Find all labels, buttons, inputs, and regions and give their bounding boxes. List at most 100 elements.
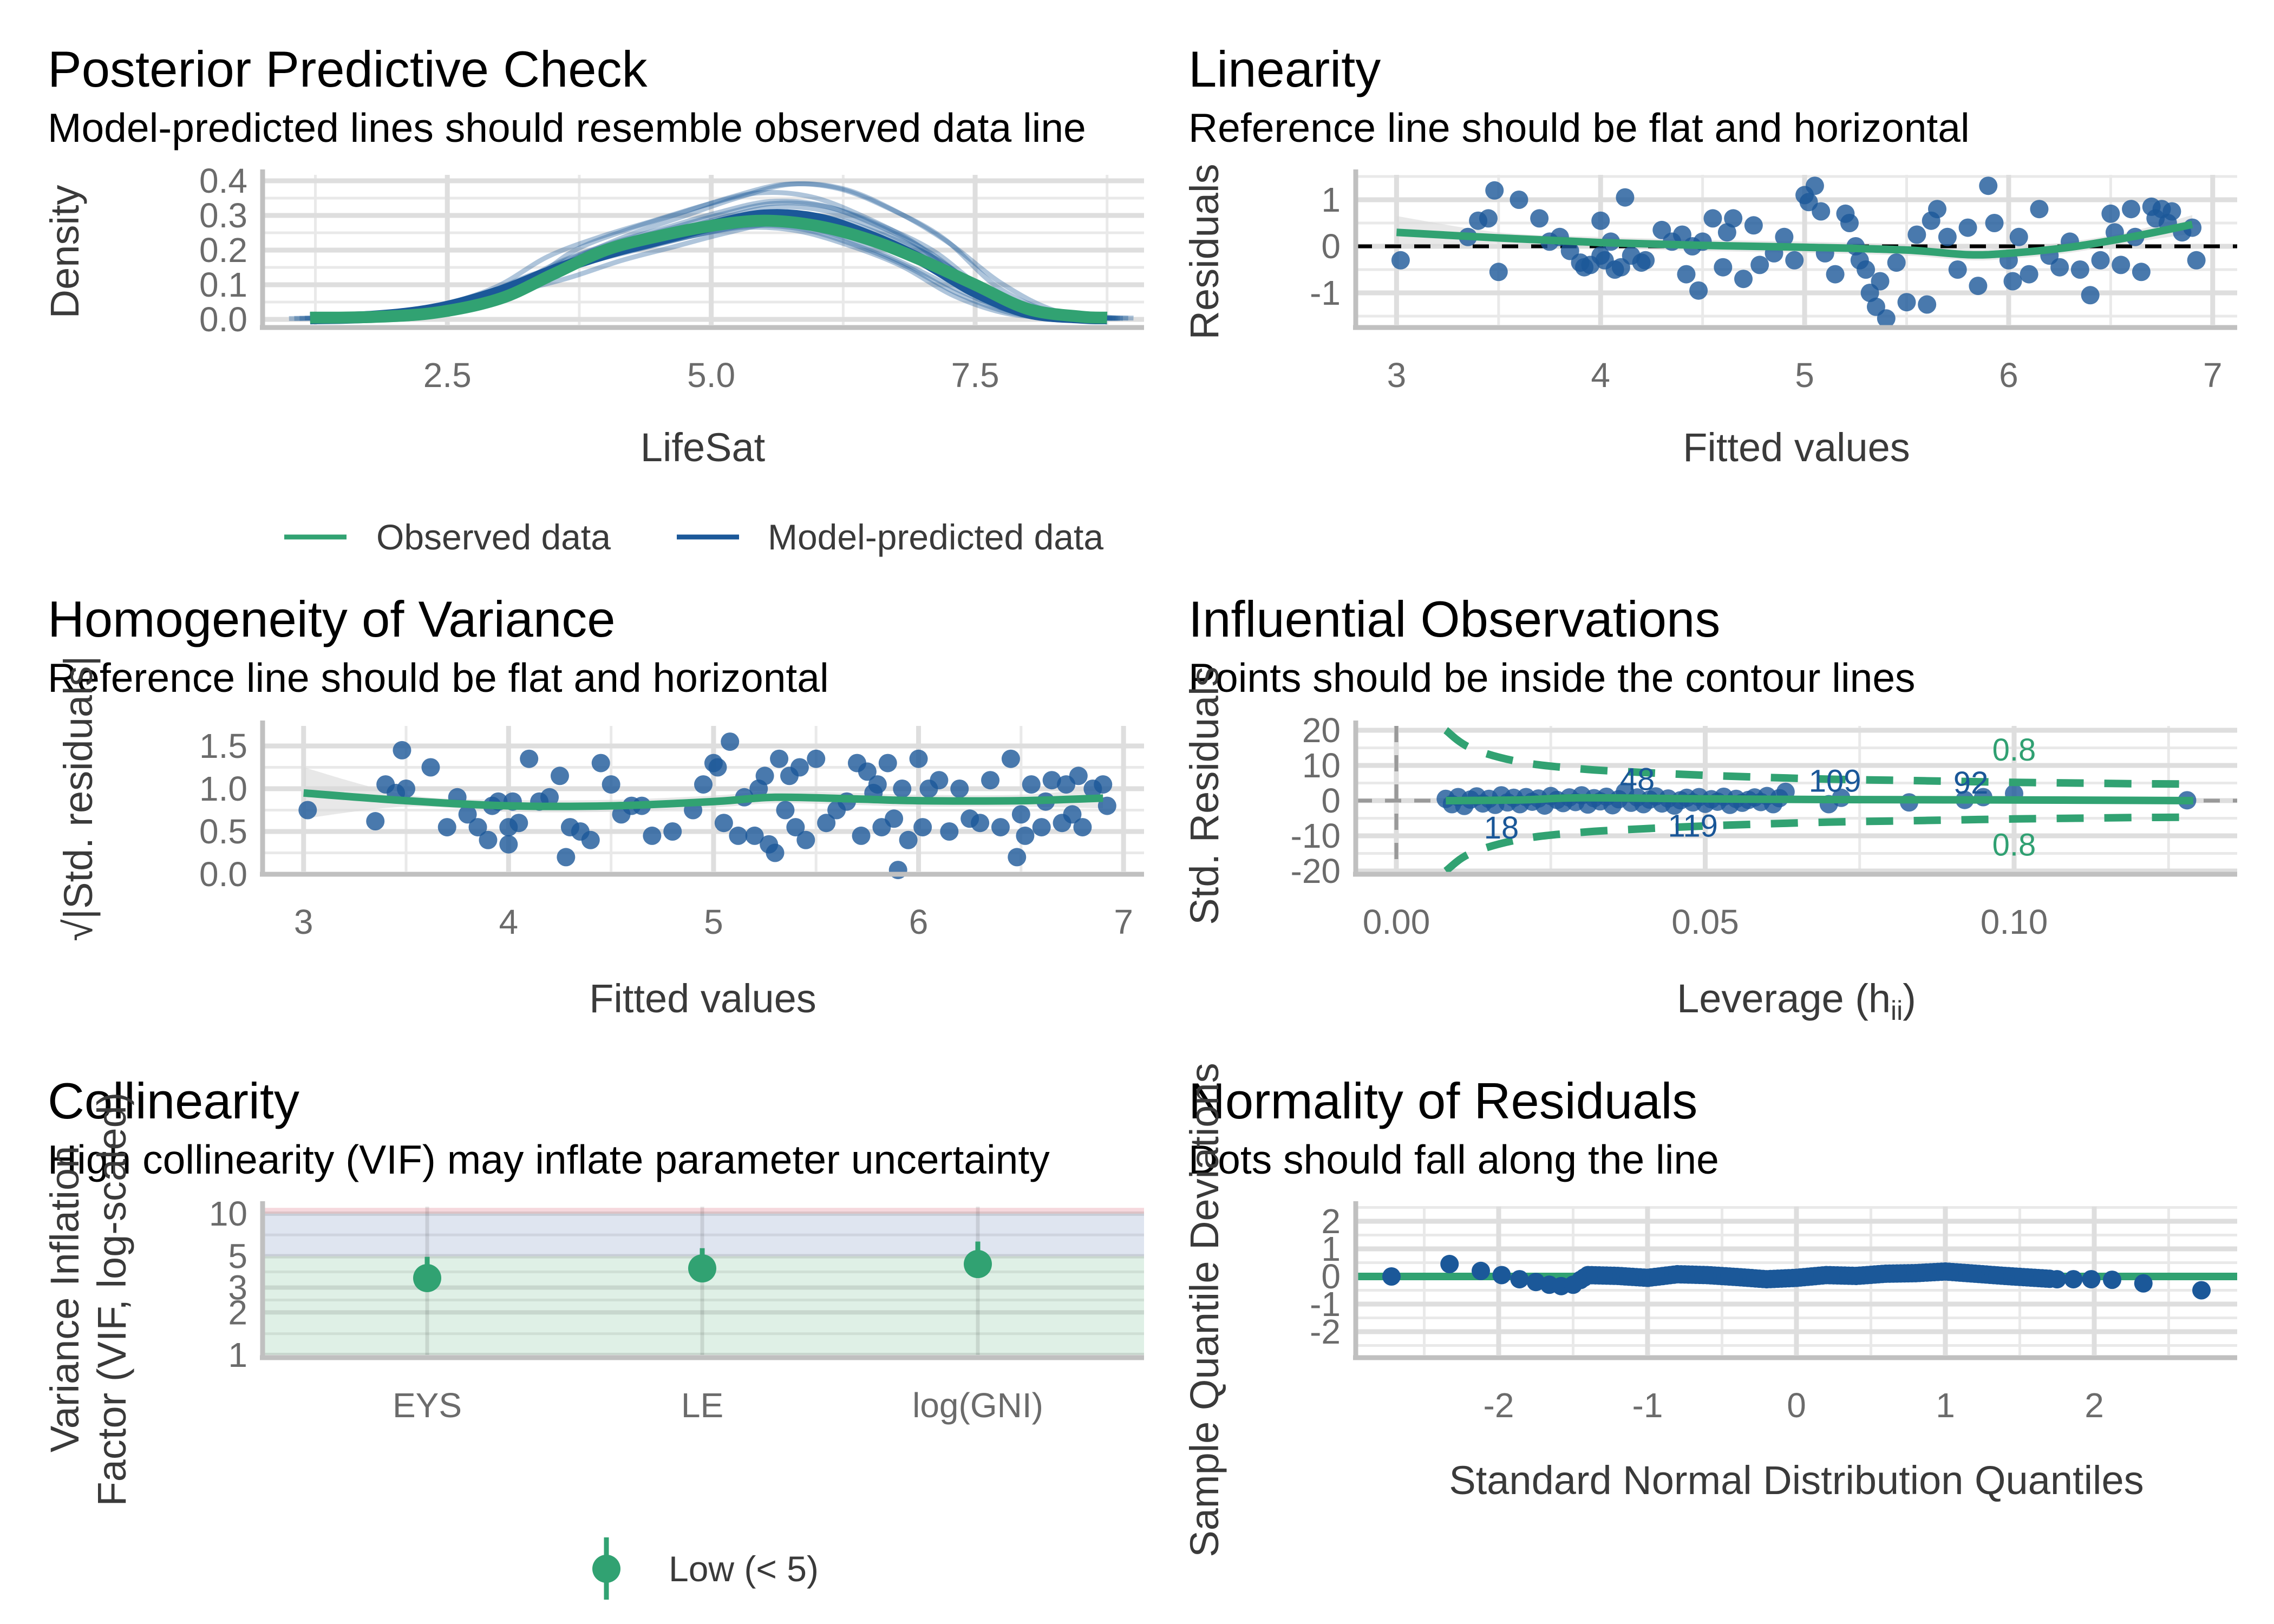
data-points (1382, 1255, 2211, 1300)
data-point (790, 758, 809, 777)
vif-point (688, 1254, 716, 1283)
data-point (1382, 1267, 1401, 1286)
data-point (1472, 1261, 1490, 1280)
x-tick-label: 7 (1114, 902, 1133, 941)
data-point (1714, 258, 1733, 277)
x-axis-label-subscript: ii (1891, 996, 1903, 1026)
y-tick-label: 3 (228, 1268, 247, 1307)
data-point (909, 749, 928, 768)
x-tick-label: 2.5 (423, 356, 472, 395)
x-tick-label: log(GNI) (912, 1386, 1043, 1425)
data-point (1750, 256, 1769, 274)
data-point (1073, 818, 1092, 837)
x-axis-label: Standard Normal Distribution Quantiles (1449, 1458, 2144, 1503)
data-point (1734, 270, 1753, 289)
data-point (1636, 251, 1655, 270)
y-tick-label: 2 (228, 1293, 247, 1332)
x-axis-label: Leverage (hii) (1677, 976, 1916, 1026)
data-point (1871, 272, 1890, 291)
x-tick-label: 6 (909, 902, 929, 941)
data-point (817, 814, 836, 833)
data-point (1703, 209, 1722, 228)
data-point (520, 749, 539, 768)
data-point (1948, 260, 1967, 279)
x-tick-label: 0 (1787, 1386, 1806, 1425)
data-point (852, 826, 871, 845)
y-tick-label: 1.0 (199, 769, 247, 808)
x-tick-label: 6 (1999, 356, 2018, 395)
data-point (714, 814, 733, 833)
data-point (708, 758, 727, 777)
data-point (1485, 181, 1504, 200)
data-point (2091, 251, 2110, 270)
y-tick-label: -20 (1291, 852, 1341, 890)
y-tick-label: 0 (1321, 227, 1341, 266)
data-point (1785, 251, 1804, 270)
data-point (770, 749, 789, 768)
panel-title: Influential Observations (1188, 591, 1720, 647)
data-point (1008, 848, 1027, 867)
vif-band-high (263, 1208, 1144, 1214)
data-point (1717, 223, 1736, 242)
panel-influential-observations: Influential Observations Points should b… (1182, 591, 2237, 1026)
data-point (868, 775, 887, 794)
cooks-distance-contour (1443, 727, 2193, 788)
y-tick-label: -1 (1310, 273, 1341, 312)
data-point (1032, 818, 1051, 837)
panel-subtitle: Model-predicted lines should resemble ob… (48, 105, 1086, 150)
data-point (397, 780, 416, 798)
data-point (1840, 214, 1859, 232)
x-tick-label: 2 (2084, 1386, 2104, 1425)
x-tick-label: 4 (499, 902, 519, 941)
x-tick-label: 5 (1795, 356, 1814, 395)
data-point (1805, 176, 1824, 195)
observation-label: 48 (1620, 762, 1655, 797)
x-tick-label: 4 (1591, 356, 1610, 395)
data-point (1479, 209, 1498, 228)
legend: Low (< 5) (592, 1537, 819, 1600)
data-point (755, 767, 774, 785)
data-point (298, 801, 317, 820)
data-point (1016, 826, 1035, 845)
observed-density-line (310, 214, 1108, 324)
smooth-line (1446, 794, 2193, 804)
legend-key-point (592, 1555, 620, 1583)
confidence-band (1396, 215, 2193, 261)
panel-title: Posterior Predictive Check (48, 41, 648, 97)
data-point (1938, 227, 1957, 246)
data-point (1616, 188, 1635, 207)
data-point (1928, 200, 1947, 219)
data-point (1564, 1275, 1583, 1294)
y-tick-label: 0 (1321, 1257, 1341, 1296)
y-axis-label-line2: Factor (VIF, log-scaled) (89, 1092, 134, 1507)
y-tick-label: 2 (1321, 1202, 1341, 1241)
data-point (509, 814, 528, 833)
panel-posterior-predictive-check: Posterior Predictive Check Model-predict… (42, 41, 1144, 557)
data-point (2112, 256, 2131, 274)
data-point (971, 814, 990, 833)
panel-linearity: Linearity Reference line should be flat … (1182, 41, 2237, 470)
panel-title: Linearity (1188, 41, 1381, 97)
panel-title: Collinearity (48, 1072, 299, 1129)
data-point (1985, 214, 2004, 232)
y-tick-label: 0.4 (199, 161, 247, 200)
y-axis-label: Residuals (1182, 164, 1227, 340)
data-point (2134, 1274, 2153, 1293)
y-tick-label: 0.0 (199, 300, 247, 339)
y-tick-label: 1.5 (199, 726, 247, 765)
data-point (366, 812, 385, 831)
data-point (858, 762, 877, 781)
legend-label-observed: Observed data (376, 517, 611, 557)
data-point (1887, 253, 1906, 272)
data-point (458, 805, 477, 824)
observation-label: 92 (1953, 765, 1989, 801)
y-tick-label: 0.0 (199, 855, 247, 894)
panel-title: Homogeneity of Variance (48, 591, 616, 647)
data-point (2103, 1271, 2121, 1289)
data-point (1022, 775, 1041, 794)
data-point (2003, 272, 2022, 291)
data-point (1391, 251, 1410, 270)
data-point (1775, 227, 1794, 246)
y-axis-label: Density (42, 185, 87, 319)
